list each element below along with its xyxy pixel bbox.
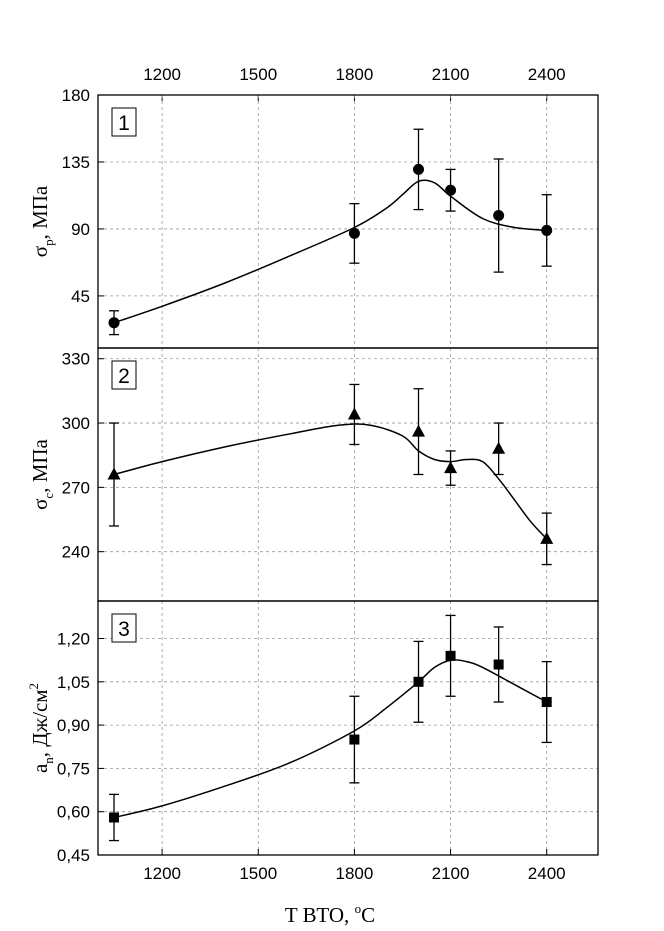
data-point (541, 697, 552, 708)
top-x-axis: 1200 1500 1800 2100 2400 (143, 65, 566, 101)
data-point (493, 210, 505, 222)
y-tick-label: 180 (62, 86, 90, 105)
x-axis-title: T ВТО, oC (285, 901, 375, 927)
data-point (413, 163, 425, 175)
y-tick-label: 135 (62, 153, 90, 172)
y-axis-title: σc, МПа (28, 438, 56, 509)
y-tick-label: 0,60 (57, 803, 90, 822)
data-point (493, 659, 504, 670)
y-tick-label: 0,45 (57, 846, 90, 865)
data-point (412, 424, 426, 437)
panel-2: 240 270 300 330 2 σc, МПа (28, 347, 599, 602)
data-point (109, 812, 120, 823)
y-axis-title: σp, МПа (28, 185, 56, 257)
fit-curve (113, 423, 548, 540)
data-point (108, 317, 120, 329)
data-point (445, 184, 457, 196)
y-tick-label: 270 (62, 478, 90, 497)
fit-curve (113, 179, 547, 324)
y-tick-label: 1,20 (57, 630, 90, 649)
top-x-tick-label: 2100 (432, 65, 470, 84)
bottom-x-tick-label: 1200 (143, 864, 181, 883)
bottom-x-tick-label: 1800 (335, 864, 373, 883)
y-tick-label: 330 (62, 350, 90, 369)
y-axis-symbol: σ (28, 246, 52, 257)
y-axis-symbol: σ (28, 499, 52, 510)
panel-label: 3 (118, 618, 130, 641)
data-point (540, 531, 554, 544)
top-x-tick-label: 2400 (528, 65, 566, 84)
y-axis-subscript: p (41, 239, 56, 246)
top-x-tick-label: 1800 (335, 65, 373, 84)
bottom-x-tick-label: 2400 (528, 864, 566, 883)
bottom-x-tick-label: 1500 (239, 864, 277, 883)
panel-label-box (111, 360, 137, 390)
top-x-tick-label: 1200 (143, 65, 181, 84)
panel-label-box (111, 107, 137, 137)
panel-label: 2 (118, 365, 130, 388)
bottom-x-tick-label: 2100 (432, 864, 470, 883)
data-point (107, 467, 121, 480)
y-tick-label: 1,05 (57, 673, 90, 692)
bottom-x-axis: 1200 1500 1800 2100 2400 (143, 849, 566, 883)
y-axis-unit-superscript: 2 (26, 683, 41, 690)
y-axis-unit: , МПа (28, 438, 52, 492)
panel-frame (97, 600, 599, 856)
y-tick-label: 300 (62, 414, 90, 433)
panel-1: 45 90 135 180 1 σp, МПа (28, 86, 599, 349)
data-point (444, 461, 458, 474)
data-point (348, 227, 360, 239)
top-x-tick-label: 1500 (239, 65, 277, 84)
y-axis-subscript: n (41, 757, 56, 764)
x-axis-unit-superscript: o (355, 901, 362, 916)
y-axis-subscript: c (41, 493, 56, 499)
y-axis-title: an, Дж/см2 (26, 683, 56, 773)
panel-frame (97, 347, 599, 602)
panel-label-box (111, 613, 137, 643)
y-tick-label: 45 (71, 287, 90, 306)
data-point (413, 676, 424, 687)
y-axis-symbol: a (28, 763, 52, 773)
y-axis-unit: , МПа (28, 185, 52, 239)
y-tick-label: 0,75 (57, 759, 90, 778)
data-point (492, 441, 506, 454)
panel-frame (97, 94, 599, 349)
panel-label: 1 (118, 112, 130, 135)
data-point (541, 224, 553, 236)
y-axis-unit: , Дж/см (28, 689, 52, 757)
y-tick-label: 0,90 (57, 716, 90, 735)
panel-3: 0,45 0,60 0,75 0,90 1,05 1,20 3 an, Дж/см2 (26, 600, 599, 865)
y-tick-label: 90 (71, 220, 90, 239)
data-point (349, 734, 360, 745)
data-point (347, 407, 361, 420)
y-tick-label: 240 (62, 543, 90, 562)
data-point (445, 650, 456, 661)
x-axis-unit: C (361, 903, 375, 927)
fit-curve (113, 659, 548, 819)
